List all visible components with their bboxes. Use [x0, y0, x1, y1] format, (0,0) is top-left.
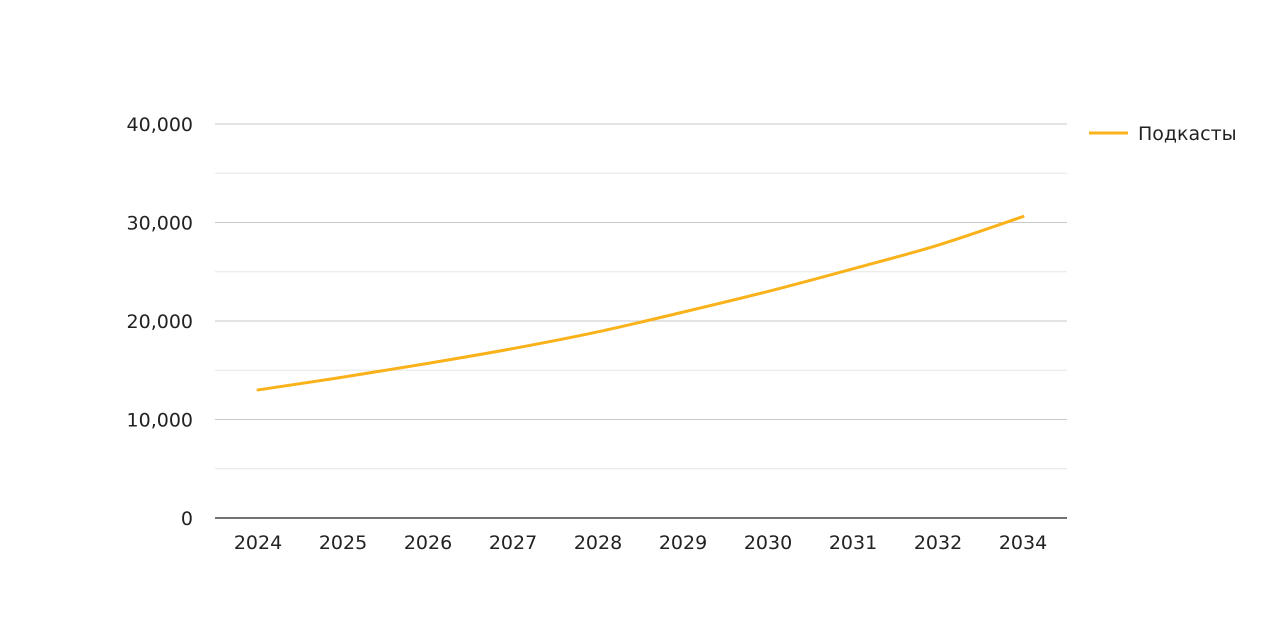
x-axis-ticks: 2024 2025 2026 2027 2028 2029 2030 2031 2032 2034: [234, 532, 1047, 554]
x-tick-label: 2028: [574, 532, 622, 554]
series-line-podcasts: [256, 215, 1025, 392]
series-lines: [256, 215, 1025, 392]
x-tick-label: 2030: [744, 532, 792, 554]
x-tick-label: 2025: [319, 532, 367, 554]
x-tick-label: 2024: [234, 532, 282, 554]
y-tick-label: 40,000: [127, 114, 193, 136]
y-tick-label: 20,000: [127, 311, 193, 333]
legend-label: Подкасты: [1138, 123, 1237, 145]
x-tick-label: 2032: [914, 532, 962, 554]
x-tick-label: 2029: [659, 532, 707, 554]
legend: Подкасты: [1089, 123, 1237, 145]
x-tick-label: 2027: [489, 532, 537, 554]
x-tick-label: 2026: [404, 532, 452, 554]
y-axis-ticks: 0 10,000 20,000 30,000 40,000: [127, 114, 193, 530]
y-tick-label: 10,000: [127, 410, 193, 432]
grid-lines: [215, 123, 1067, 470]
x-tick-label: 2034: [999, 532, 1047, 554]
x-tick-label: 2031: [829, 532, 877, 554]
y-tick-label: 0: [181, 508, 193, 530]
y-tick-label: 30,000: [127, 213, 193, 235]
